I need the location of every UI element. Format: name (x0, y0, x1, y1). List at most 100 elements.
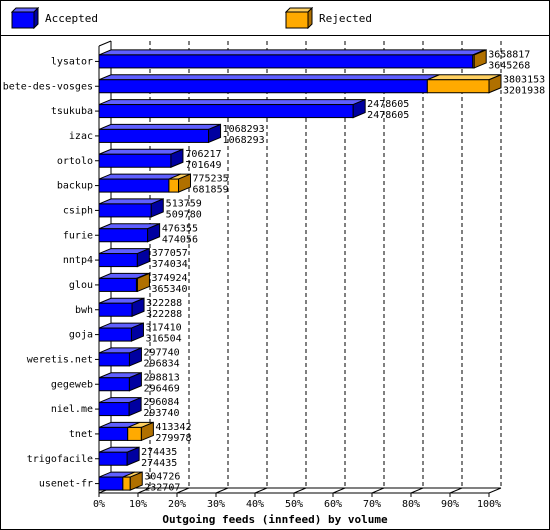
x-tick-label: 20% (168, 499, 186, 510)
category-label: niel.me (51, 404, 93, 415)
x-tick-label: 50% (285, 499, 303, 510)
data-label-accepted: 374034 (152, 259, 188, 270)
x-axis-label: Outgoing feeds (innfeed) by volume (162, 513, 388, 526)
category-label: goja (69, 330, 93, 341)
bar-accepted (98, 327, 132, 342)
data-label-accepted: 509780 (166, 209, 202, 220)
data-label-accepted: 296469 (144, 383, 180, 394)
x-tick-label: 80% (402, 499, 420, 510)
x-tick-depth (176, 487, 190, 494)
data-label-offered: 413342 (155, 422, 191, 433)
data-label-offered: 298813 (144, 372, 180, 383)
bar-rejected (426, 79, 490, 94)
legend-label-rejected: Rejected (319, 11, 372, 25)
x-tick-label: 10% (129, 499, 147, 510)
bar-rejected (122, 476, 131, 491)
category-label: tnet (69, 429, 93, 440)
bar-accepted (98, 178, 170, 193)
bar-accepted (98, 203, 152, 218)
data-label-accepted: 232707 (144, 483, 180, 494)
bar-accepted (98, 476, 124, 491)
category-label: backup (57, 181, 93, 192)
bar-accepted (98, 451, 128, 466)
x-tick-label: 30% (207, 499, 225, 510)
data-label-offered: 304726 (144, 472, 180, 483)
data-label-accepted: 701649 (185, 160, 221, 171)
x-tick-label: 70% (363, 499, 381, 510)
bar-accepted (98, 128, 210, 143)
category-label: lysator (51, 56, 93, 67)
data-label-accepted: 681859 (192, 185, 228, 196)
bar-accepted (98, 352, 130, 367)
bar-rejected-side (473, 49, 487, 69)
bar-rejected-side (140, 421, 154, 442)
bar-accepted-top (98, 99, 366, 106)
data-label-offered: 374924 (151, 273, 187, 284)
bar-accepted (98, 402, 130, 417)
bar-accepted (98, 253, 138, 268)
data-label-offered: 296084 (143, 397, 179, 408)
bar-accepted-side (147, 223, 161, 243)
data-label-accepted: 279978 (155, 433, 191, 444)
bar-rejected-side (136, 272, 150, 293)
data-label-offered: 513759 (166, 198, 202, 209)
bar-accepted (98, 79, 428, 94)
bar-accepted-side (128, 372, 142, 392)
category-label: tsukuba (51, 106, 93, 117)
data-label-offered: 297740 (144, 347, 180, 358)
data-label-offered: 706217 (185, 149, 221, 160)
x-tick-depth (137, 487, 151, 494)
category-label: csiph (63, 205, 93, 216)
data-label-accepted: 316504 (146, 334, 182, 345)
bar-rejected (168, 178, 179, 193)
data-label-offered: 476355 (162, 223, 198, 234)
category-label: furie (63, 230, 93, 241)
data-label-accepted: 474056 (162, 234, 198, 245)
x-tick-depth (293, 487, 307, 494)
data-label-offered: 2478605 (367, 99, 409, 110)
bar-rejected-side (129, 471, 143, 491)
x-ticks: 0% 10% 20% 30% 40% 50% 60% 70% 80% 90% 100% (93, 499, 501, 510)
x-tick-depth (488, 487, 502, 494)
x-tick-label: 100% (477, 499, 501, 510)
data-label-accepted: 1068293 (223, 135, 265, 146)
grid (149, 41, 502, 488)
bar-accepted (98, 54, 474, 69)
bar-accepted-top (98, 123, 221, 130)
data-label-offered: 322288 (146, 298, 182, 309)
bar-accepted-top (98, 74, 440, 81)
bar-accepted (98, 153, 172, 168)
category-label: bwh (75, 305, 93, 316)
data-label-offered: 775235 (192, 174, 228, 185)
x-tick-label: 40% (246, 499, 264, 510)
data-label-accepted: 322288 (146, 309, 182, 320)
x-tick-depth (371, 487, 385, 494)
x-tick-label: 60% (324, 499, 342, 510)
data-label-accepted: 274435 (141, 458, 177, 469)
bar-accepted-side (150, 198, 164, 218)
data-label-offered: 3803153 (503, 74, 545, 85)
bar-accepted-top (98, 49, 486, 56)
x-tick-label: 0% (93, 499, 105, 510)
bar-accepted-top (98, 173, 182, 180)
category-label: ortolo (57, 156, 93, 167)
bar-accepted-side (128, 347, 142, 367)
bar-accepted-side (126, 446, 140, 466)
legend-item-accepted: Accepted (11, 7, 98, 29)
x-tick-depth (254, 487, 268, 494)
data-label-offered: 377057 (152, 248, 188, 259)
